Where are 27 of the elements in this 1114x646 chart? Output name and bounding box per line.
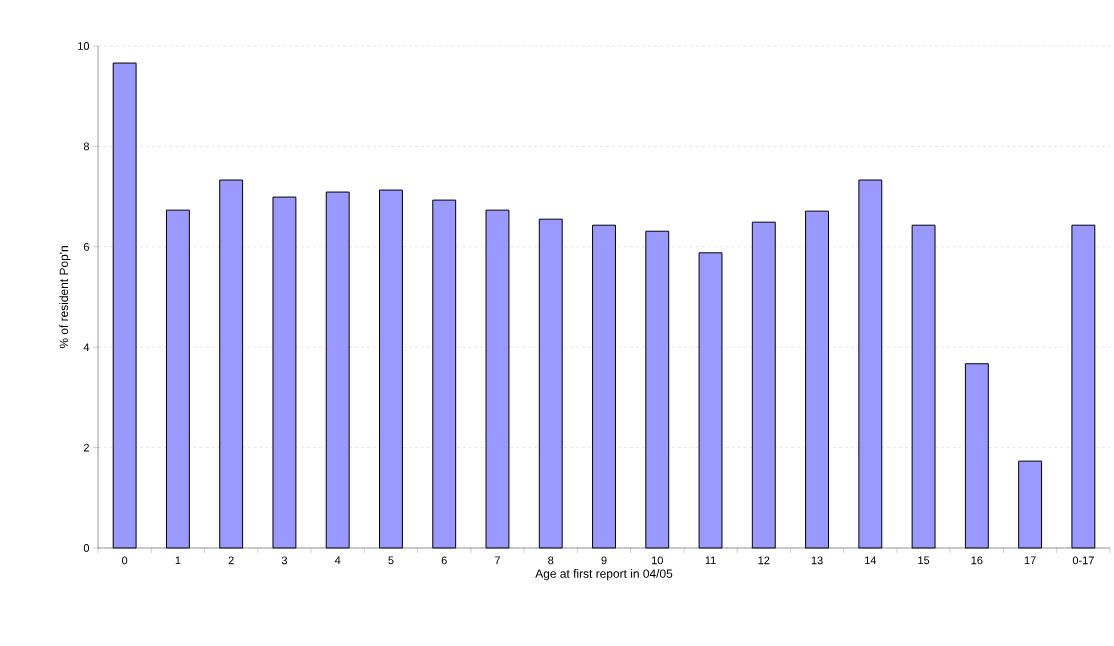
x-tick-label: 7 (495, 556, 500, 565)
y-tick-label: 8 (83, 142, 89, 151)
y-tick-label: 2 (83, 443, 89, 452)
x-tick-label: 12 (758, 556, 770, 565)
x-tick-label: 13 (811, 556, 823, 565)
x-tick-label: 9 (601, 556, 607, 565)
x-tick-label: 6 (441, 556, 447, 565)
y-tick-label: 4 (83, 343, 90, 351)
y-axis-title: % of resident Pop'n (59, 246, 71, 349)
x-tick-label: 11 (705, 556, 716, 565)
x-tick-label: 15 (918, 556, 930, 565)
y-tick-label: 10 (78, 42, 90, 50)
y-tick-label: 6 (83, 242, 89, 251)
x-tick-label: 0 (122, 556, 128, 565)
x-axis-title: Age at first report in 04/05 (535, 569, 673, 581)
x-tick-label: 8 (548, 556, 554, 565)
x-tick-label: 0-17 (1072, 556, 1094, 565)
x-tick-label: 5 (388, 556, 394, 565)
x-tick-label: 4 (334, 556, 341, 565)
x-tick-label: 16 (971, 556, 983, 565)
x-tick-label: 3 (281, 556, 287, 565)
x-tick-label: 17 (1024, 556, 1036, 565)
x-tick-label: 14 (865, 556, 877, 565)
x-tick-label: 1 (175, 556, 181, 565)
x-tick-label: 10 (652, 556, 663, 565)
x-tick-label: 2 (228, 556, 234, 565)
y-tick-label: 0 (83, 544, 90, 552)
